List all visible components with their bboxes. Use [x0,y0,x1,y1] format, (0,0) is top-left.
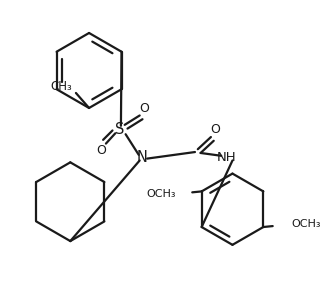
Text: NH: NH [217,151,237,164]
Text: OCH₃: OCH₃ [291,219,321,229]
Text: O: O [139,102,149,115]
Text: O: O [211,123,221,136]
Text: N: N [137,150,148,165]
Text: CH₃: CH₃ [50,80,72,93]
Text: S: S [115,122,125,137]
Text: OCH₃: OCH₃ [146,189,175,199]
Text: O: O [96,144,106,157]
